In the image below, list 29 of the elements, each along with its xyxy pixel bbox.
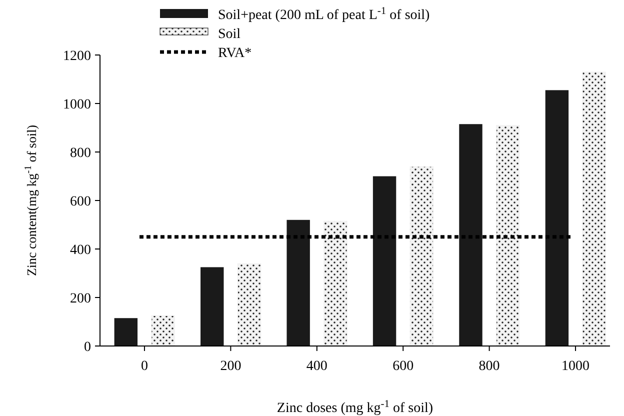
y-tick-label: 400 (70, 242, 91, 258)
bar (324, 220, 348, 346)
y-tick-label: 600 (70, 194, 91, 210)
y-tick-label: 800 (70, 146, 91, 161)
bar (582, 72, 606, 346)
y-tick-label: 0 (84, 340, 91, 355)
x-axis-title: Zinc doses (mg kg$^{-1}$ of soil) (276, 398, 434, 416)
x-tick-label: 0 (140, 359, 148, 374)
bar (237, 263, 262, 346)
bar (496, 125, 520, 346)
bar (286, 220, 310, 346)
y-tick-label: 200 (70, 291, 91, 306)
y-tick-label: 1200 (63, 48, 91, 64)
bar (410, 166, 434, 346)
bar (545, 90, 569, 346)
x-tick-label: 600 (392, 359, 414, 374)
bar (200, 267, 224, 346)
bar (372, 176, 396, 346)
bar (151, 315, 175, 346)
bar (114, 318, 138, 346)
x-tick-label: 800 (478, 359, 500, 374)
bar (459, 124, 482, 346)
x-tick-label: 1000 (562, 359, 590, 374)
legend-label: Soil (218, 26, 241, 42)
x-tick-label: 200 (220, 359, 242, 374)
legend-label: Soil+peat (200 mL of peat L$^{-1}$ of soil) (218, 5, 430, 23)
y-tick-label: 1000 (63, 97, 91, 112)
x-tick-label: 400 (306, 359, 328, 374)
legend-label: RVA* (218, 46, 252, 61)
